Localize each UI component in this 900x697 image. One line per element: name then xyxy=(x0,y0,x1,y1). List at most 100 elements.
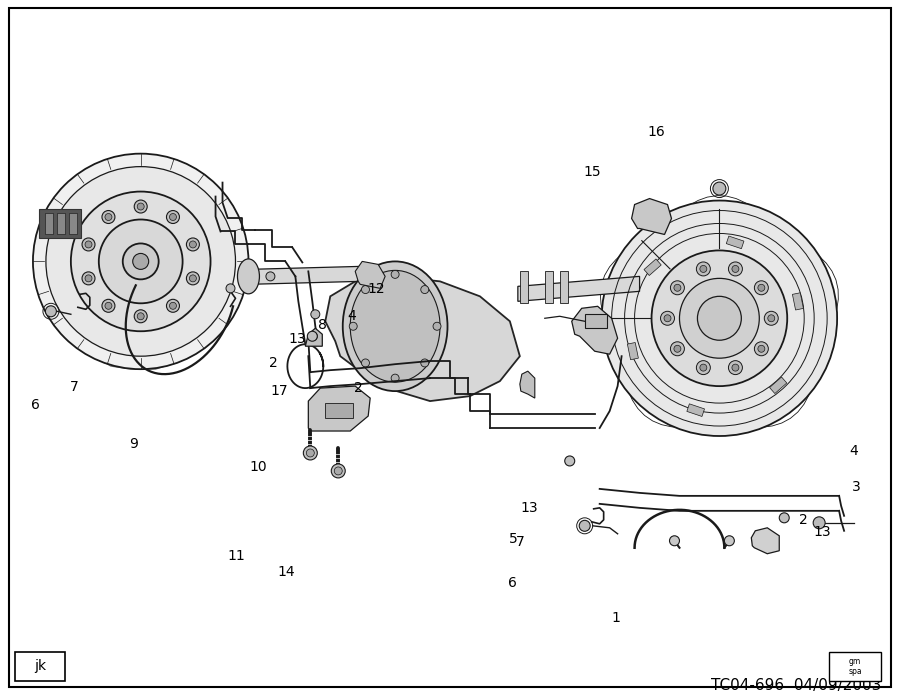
Bar xyxy=(325,403,353,418)
Circle shape xyxy=(166,299,179,312)
Polygon shape xyxy=(305,328,322,346)
Text: 4: 4 xyxy=(850,443,859,458)
Circle shape xyxy=(728,262,742,276)
Polygon shape xyxy=(520,372,535,398)
Circle shape xyxy=(814,516,825,529)
Circle shape xyxy=(186,272,200,285)
Circle shape xyxy=(392,270,399,278)
Circle shape xyxy=(303,446,318,460)
Bar xyxy=(57,213,65,234)
Circle shape xyxy=(169,213,176,220)
Circle shape xyxy=(134,200,148,213)
Bar xyxy=(544,271,553,303)
Circle shape xyxy=(421,286,428,293)
Text: 17: 17 xyxy=(271,384,288,398)
Bar xyxy=(829,652,881,682)
Circle shape xyxy=(768,315,775,322)
Circle shape xyxy=(779,513,789,523)
Circle shape xyxy=(105,302,112,309)
Bar xyxy=(560,271,568,303)
Circle shape xyxy=(754,342,769,355)
Text: 13: 13 xyxy=(814,525,832,539)
Text: 13: 13 xyxy=(289,332,306,346)
Circle shape xyxy=(362,286,370,293)
Text: 5: 5 xyxy=(508,532,518,546)
Circle shape xyxy=(105,213,112,220)
Circle shape xyxy=(392,374,399,382)
Circle shape xyxy=(137,203,144,210)
Circle shape xyxy=(134,309,148,323)
Text: 1: 1 xyxy=(612,611,621,625)
Bar xyxy=(644,259,662,275)
Circle shape xyxy=(670,536,680,546)
Circle shape xyxy=(186,238,200,251)
Circle shape xyxy=(728,360,742,374)
Circle shape xyxy=(166,210,179,224)
Circle shape xyxy=(700,364,706,371)
Bar xyxy=(726,236,744,249)
Circle shape xyxy=(697,262,710,276)
Circle shape xyxy=(226,284,235,293)
Bar xyxy=(585,314,607,328)
Polygon shape xyxy=(325,277,520,401)
Circle shape xyxy=(732,266,739,273)
Circle shape xyxy=(758,345,765,352)
Circle shape xyxy=(680,278,760,358)
Bar xyxy=(520,271,527,303)
Circle shape xyxy=(71,192,211,331)
Text: 15: 15 xyxy=(583,165,600,179)
Circle shape xyxy=(754,281,769,295)
Circle shape xyxy=(652,250,788,386)
Polygon shape xyxy=(572,306,617,354)
Text: 6: 6 xyxy=(508,576,518,590)
Text: jk: jk xyxy=(34,659,46,673)
Text: 16: 16 xyxy=(648,125,665,139)
Bar xyxy=(15,652,65,682)
Polygon shape xyxy=(248,266,360,284)
Circle shape xyxy=(670,342,684,355)
Text: 7: 7 xyxy=(516,535,525,549)
Polygon shape xyxy=(309,386,370,431)
Circle shape xyxy=(580,521,590,531)
Text: 6: 6 xyxy=(31,398,40,412)
Circle shape xyxy=(334,467,342,475)
Circle shape xyxy=(661,312,674,325)
Circle shape xyxy=(85,241,92,248)
Circle shape xyxy=(670,281,684,295)
Circle shape xyxy=(122,243,158,279)
Circle shape xyxy=(102,210,115,224)
Circle shape xyxy=(132,254,148,269)
Circle shape xyxy=(433,322,441,330)
Bar xyxy=(39,208,81,238)
Polygon shape xyxy=(58,211,226,369)
Bar xyxy=(627,342,638,360)
Circle shape xyxy=(99,220,183,303)
Polygon shape xyxy=(632,199,671,234)
Circle shape xyxy=(169,302,176,309)
Bar xyxy=(45,213,53,234)
Text: 10: 10 xyxy=(250,460,267,475)
Circle shape xyxy=(764,312,778,325)
Ellipse shape xyxy=(350,270,440,382)
Text: 12: 12 xyxy=(367,282,385,296)
Text: 4: 4 xyxy=(346,309,356,323)
Circle shape xyxy=(331,464,346,478)
Circle shape xyxy=(85,275,92,282)
Text: 9: 9 xyxy=(130,437,139,451)
Circle shape xyxy=(362,359,370,367)
Circle shape xyxy=(189,275,196,282)
Ellipse shape xyxy=(238,259,259,294)
Circle shape xyxy=(102,299,115,312)
Text: 2: 2 xyxy=(354,381,363,395)
Polygon shape xyxy=(518,277,640,301)
Circle shape xyxy=(564,456,575,466)
Text: 7: 7 xyxy=(70,380,79,394)
Circle shape xyxy=(307,331,318,342)
Ellipse shape xyxy=(343,261,447,391)
Circle shape xyxy=(310,332,318,340)
Circle shape xyxy=(266,272,274,281)
Circle shape xyxy=(724,536,734,546)
Circle shape xyxy=(602,201,837,436)
Circle shape xyxy=(306,449,314,457)
Circle shape xyxy=(421,359,428,367)
